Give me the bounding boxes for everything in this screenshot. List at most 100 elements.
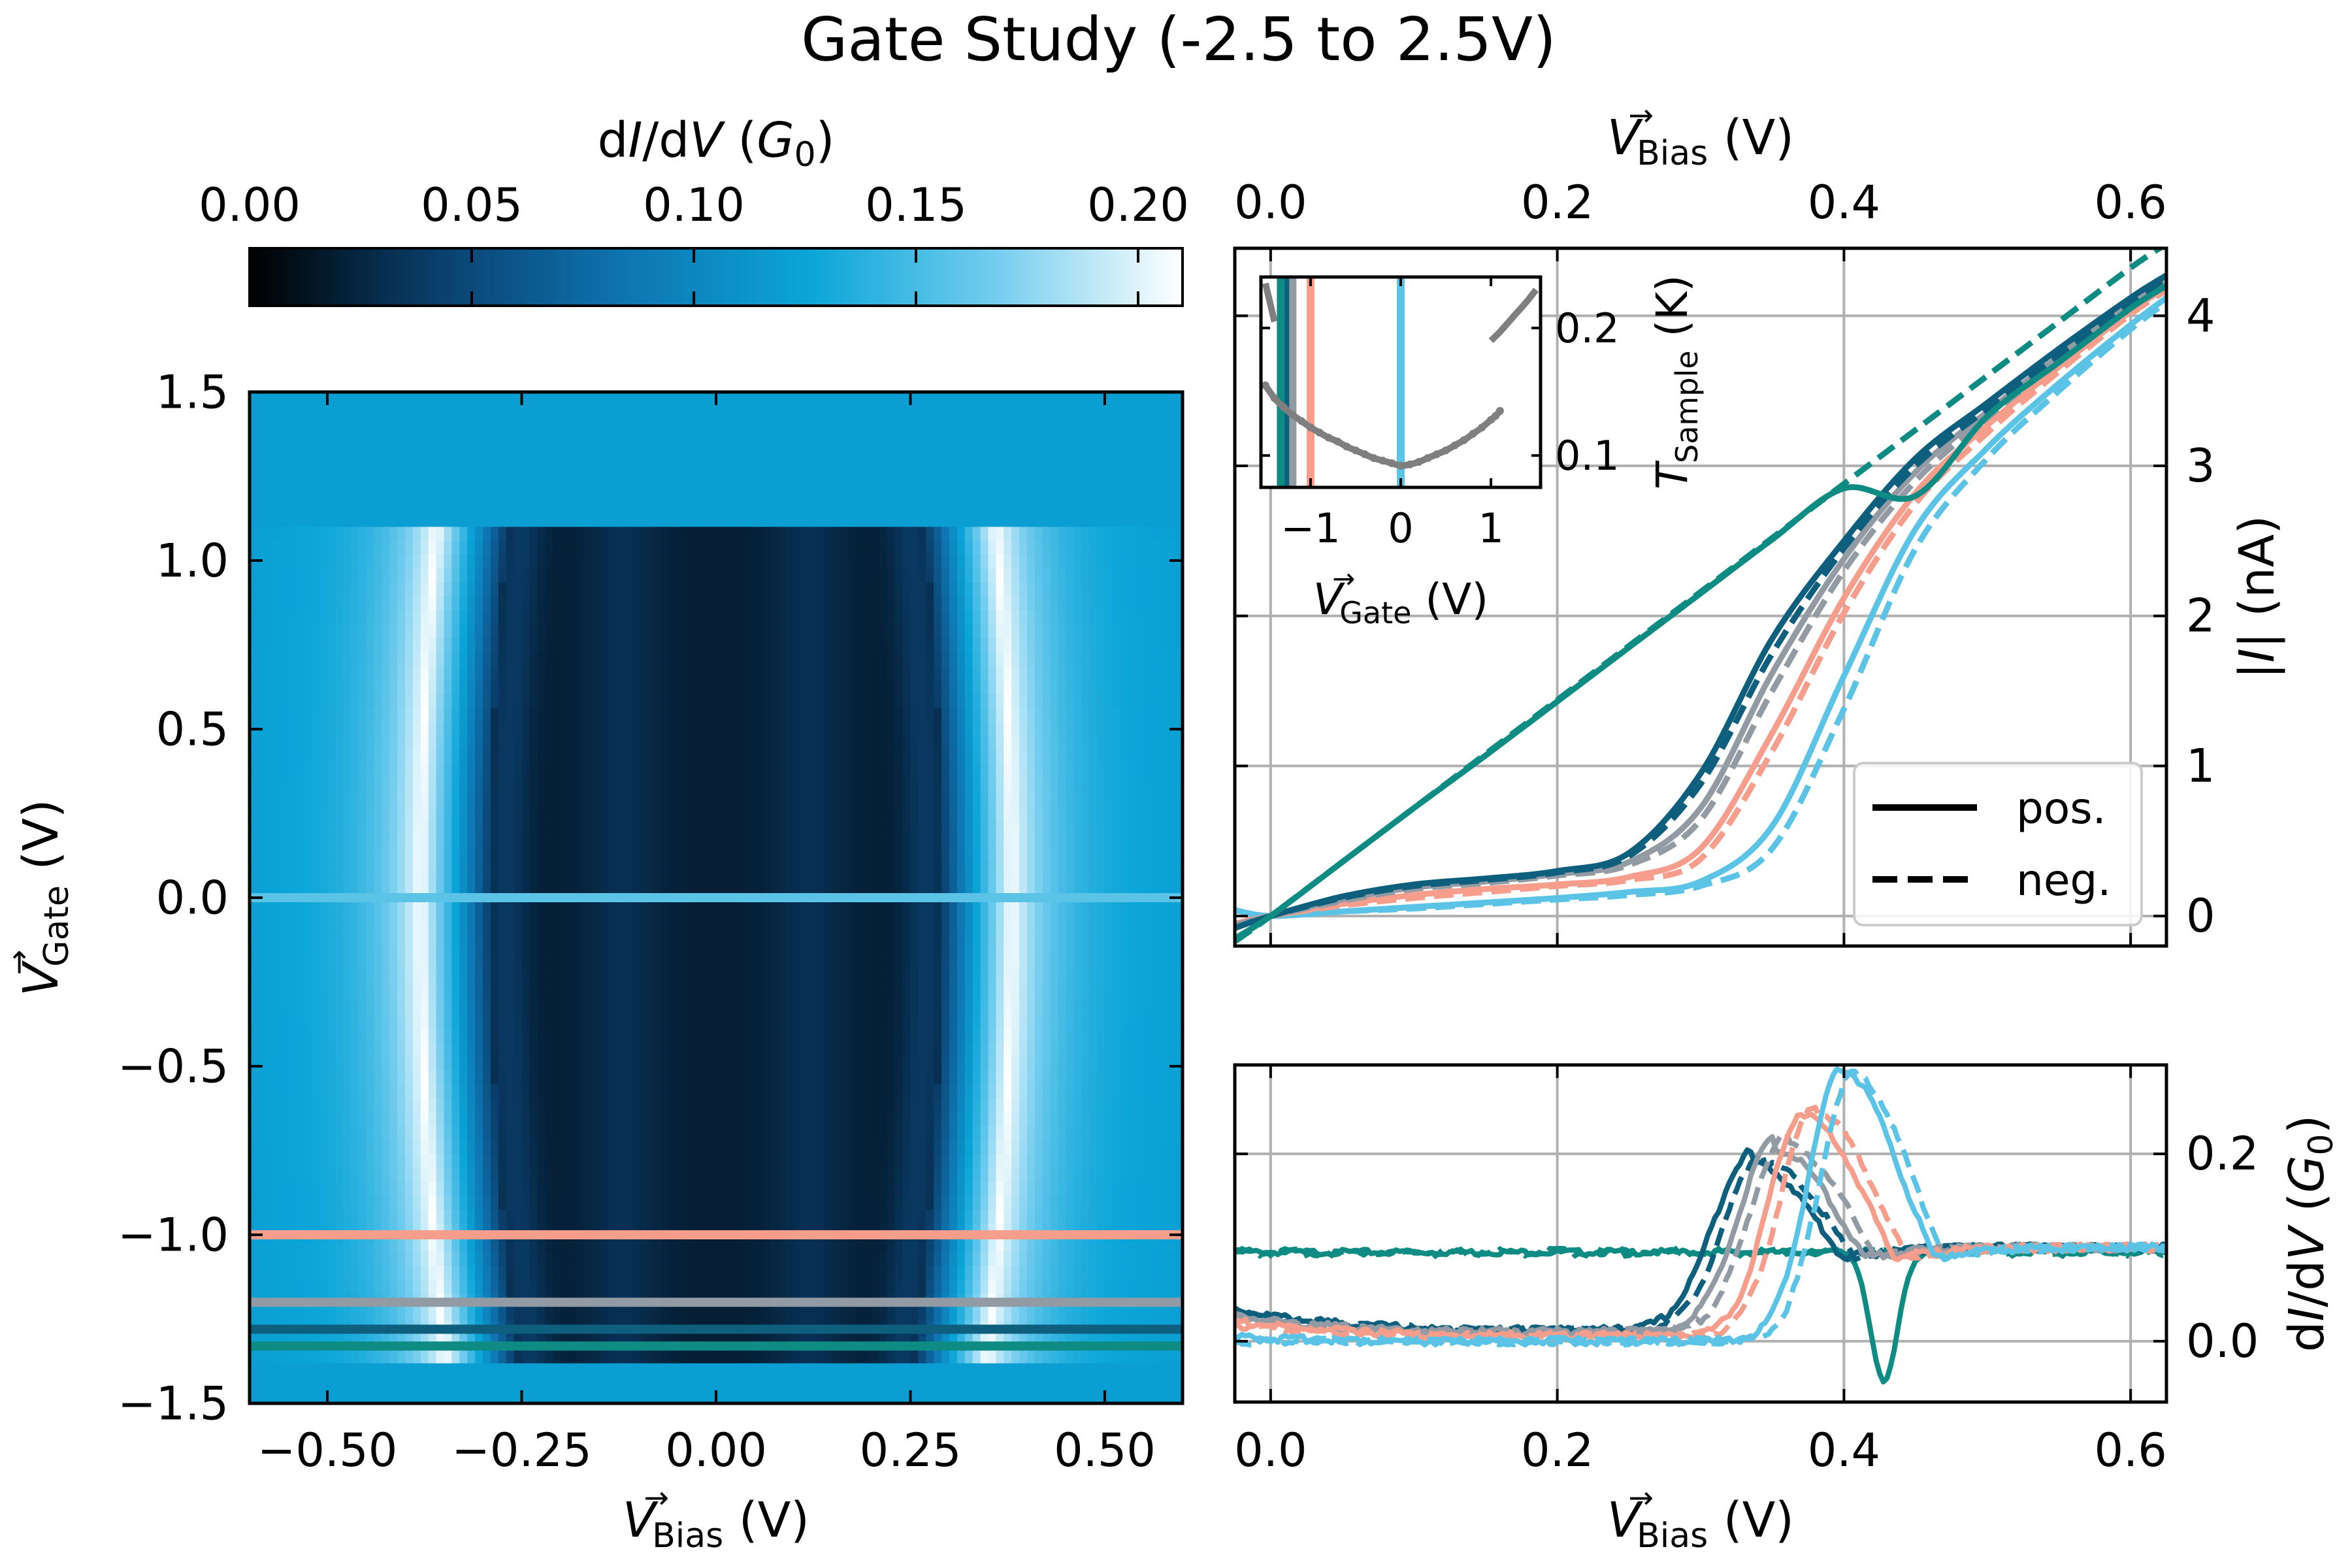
heatmap-cell — [1004, 833, 1012, 848]
heatmap-cell — [498, 1098, 507, 1113]
heatmap-cell — [1105, 652, 1113, 667]
heatmap-cell — [576, 527, 585, 542]
heatmap-cell — [778, 610, 787, 625]
heatmap-cell — [428, 833, 437, 848]
heatmap-cell — [459, 833, 468, 848]
heatmap-cell — [529, 527, 538, 542]
heatmap-cell — [412, 987, 421, 1002]
heatmap-cell — [1089, 819, 1098, 834]
heatmap-cell — [693, 652, 701, 667]
heatmap-cell — [250, 624, 258, 639]
heatmap-cell — [288, 819, 297, 834]
heatmap-cell — [988, 819, 996, 834]
heatmap-cell — [490, 945, 499, 960]
heatmap-cell — [389, 1056, 398, 1071]
heatmap-cell — [444, 1042, 452, 1057]
heatmap-cell — [988, 568, 996, 583]
heatmap-cell — [956, 596, 966, 611]
heatmap-cell — [265, 1098, 274, 1113]
heatmap-cell — [700, 791, 709, 806]
heatmap-cell — [1042, 958, 1051, 973]
heatmap-cell — [529, 1014, 538, 1029]
heatmap-cell — [856, 555, 864, 569]
heatmap-cell — [599, 917, 608, 932]
heatmap-cell — [272, 736, 282, 751]
heatmap-cell — [296, 540, 304, 555]
heatmap-cell — [568, 987, 577, 1002]
heatmap-cell — [770, 791, 779, 806]
heatmap-cell — [964, 555, 973, 569]
heatmap-cell — [366, 972, 374, 987]
heatmap-cell — [1175, 666, 1183, 681]
heatmap-cell — [980, 1084, 989, 1099]
heatmap-cell — [1089, 721, 1098, 736]
heatmap-cell — [1135, 917, 1145, 932]
heatmap-cell — [459, 1056, 468, 1071]
heatmap-cell — [669, 833, 678, 848]
heatmap-cell — [568, 680, 577, 694]
heatmap-cell — [708, 652, 717, 667]
heatmap-cell — [599, 1084, 608, 1099]
heatmap-cell — [1175, 540, 1183, 555]
heatmap-cell — [537, 972, 546, 987]
heatmap-cell — [327, 847, 336, 862]
heatmap-cell — [801, 1000, 810, 1015]
heatmap-cell — [708, 527, 717, 542]
heatmap-cell — [553, 861, 561, 876]
heatmap-cell — [475, 1028, 483, 1043]
heatmap-cell — [1089, 1042, 1098, 1057]
heatmap-cell — [653, 694, 662, 709]
heatmap-cell — [902, 903, 911, 918]
heatmap-cell — [747, 527, 756, 542]
heatmap-cell — [630, 1098, 639, 1113]
heatmap-cell — [723, 680, 732, 694]
heatmap-cell — [358, 847, 367, 862]
heatmap-cell — [661, 777, 670, 792]
heatmap-cell — [257, 638, 266, 653]
heatmap-cell — [537, 763, 546, 778]
heatmap-cell — [312, 1098, 320, 1113]
heatmap-cell — [972, 596, 981, 611]
heatmap-cell — [638, 763, 647, 778]
heatmap-cell — [591, 736, 600, 751]
heatmap-cell — [910, 1000, 919, 1015]
heatmap-cell — [366, 1056, 374, 1071]
heatmap-cell — [630, 652, 639, 667]
heatmap-cell — [342, 610, 351, 625]
heatmap-cell — [708, 972, 717, 987]
heatmap-cell — [1027, 763, 1036, 778]
heatmap-cell — [996, 540, 1004, 555]
heatmap-cell — [1151, 736, 1160, 751]
heatmap-cell — [342, 555, 351, 569]
heatmap-cell — [731, 652, 740, 667]
heatmap-cell — [941, 1042, 950, 1057]
heatmap-cell — [677, 903, 685, 918]
heatmap-cell — [382, 833, 390, 848]
heatmap-cell — [794, 596, 802, 611]
heatmap-cell — [1128, 917, 1137, 932]
heatmap-cell — [389, 527, 398, 542]
heatmap-cell — [926, 610, 934, 625]
heatmap-cell — [964, 568, 973, 583]
heatmap-cell — [755, 582, 763, 597]
heatmap-cell — [568, 791, 577, 806]
heatmap-cell — [778, 721, 787, 736]
heatmap-cell — [335, 1070, 344, 1085]
heatmap-cell — [786, 875, 794, 890]
heatmap-cell — [537, 833, 546, 848]
heatmap-cell — [926, 1028, 934, 1043]
heatmap-cell — [405, 610, 414, 625]
heatmap-cell — [700, 917, 709, 932]
heatmap-cell — [1143, 833, 1152, 848]
heatmap-cell — [879, 708, 888, 723]
heatmap-cell — [1097, 1070, 1105, 1085]
heatmap-cell — [498, 972, 507, 987]
heatmap-cell — [1081, 582, 1090, 597]
heatmap-cell — [1034, 527, 1043, 542]
heatmap-cell — [553, 763, 561, 778]
heatmap-cell — [1128, 555, 1137, 569]
heatmap-cell — [778, 1056, 787, 1071]
heatmap-cell — [778, 958, 787, 973]
heatmap-cell — [265, 540, 274, 555]
heatmap-cell — [956, 1042, 966, 1057]
